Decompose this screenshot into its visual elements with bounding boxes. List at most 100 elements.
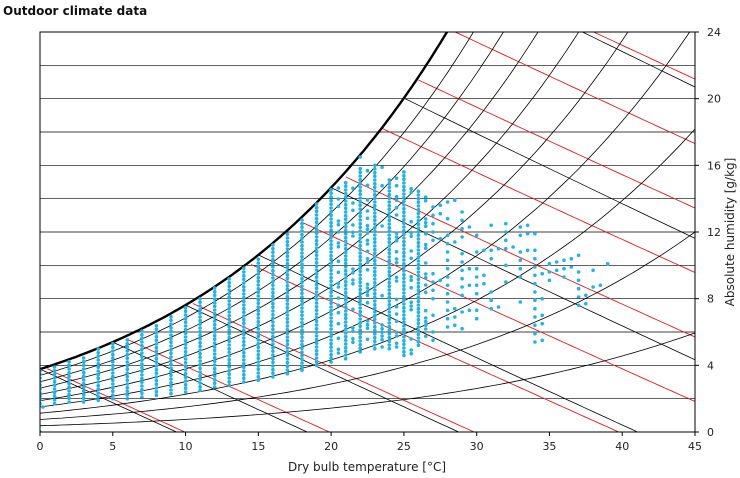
data-point	[409, 256, 414, 261]
data-point	[343, 305, 348, 310]
data-point	[125, 374, 130, 379]
data-point	[373, 306, 377, 311]
data-point	[314, 231, 319, 236]
data-point	[358, 306, 363, 310]
data-point	[227, 365, 231, 369]
data-point	[242, 321, 246, 326]
data-point	[212, 370, 217, 375]
data-point	[314, 268, 319, 272]
data-point	[445, 300, 450, 304]
data-point	[373, 167, 377, 171]
data-point	[518, 266, 523, 271]
data-point	[271, 349, 275, 354]
data-point	[52, 398, 57, 402]
data-point	[242, 336, 246, 340]
data-point	[416, 237, 421, 241]
data-point	[402, 313, 406, 317]
data-point	[227, 295, 231, 300]
data-point	[365, 198, 370, 202]
data-point	[227, 299, 231, 303]
data-point	[183, 324, 188, 328]
data-point	[314, 297, 319, 302]
data-point	[140, 376, 144, 381]
data-point	[358, 192, 363, 197]
data-point	[489, 306, 494, 311]
data-point	[402, 221, 406, 226]
data-point	[402, 316, 406, 321]
data-point	[198, 381, 202, 385]
data-point	[96, 361, 100, 366]
data-point	[380, 183, 384, 188]
data-point	[351, 208, 355, 213]
data-point	[212, 326, 217, 331]
data-point	[387, 181, 392, 186]
data-point	[212, 297, 217, 301]
data-point	[329, 316, 333, 320]
data-point	[111, 378, 115, 383]
data-point	[300, 291, 304, 296]
data-point	[271, 254, 275, 258]
data-point	[387, 269, 392, 274]
data-point	[351, 307, 355, 312]
data-point	[169, 373, 173, 378]
data-point	[183, 349, 188, 354]
data-point	[336, 270, 341, 275]
data-point	[212, 330, 217, 334]
data-point	[387, 203, 392, 208]
data-point	[402, 206, 406, 211]
data-point	[365, 322, 370, 327]
data-point	[394, 238, 399, 243]
data-point	[329, 235, 333, 240]
data-point	[358, 346, 363, 351]
data-point	[227, 350, 231, 355]
data-point	[314, 341, 319, 346]
data-point	[358, 350, 363, 354]
data-point	[198, 344, 202, 349]
data-point	[351, 278, 355, 282]
data-point	[67, 400, 71, 404]
data-point	[169, 314, 173, 319]
data-point	[329, 334, 333, 339]
data-point	[474, 275, 479, 279]
data-point	[343, 323, 348, 328]
data-point	[242, 317, 246, 322]
data-point	[314, 308, 319, 313]
data-point	[373, 229, 377, 234]
data-point	[67, 378, 71, 382]
data-point	[518, 275, 523, 279]
data-point	[409, 230, 414, 235]
data-point	[256, 319, 261, 324]
data-point	[81, 367, 86, 371]
data-point	[576, 286, 581, 291]
data-point	[285, 305, 290, 310]
data-point	[111, 356, 115, 361]
data-point	[482, 281, 486, 286]
data-point	[212, 377, 217, 382]
data-point	[402, 195, 406, 200]
data-point	[365, 256, 370, 261]
data-point	[343, 188, 348, 192]
data-point	[300, 313, 304, 318]
data-point	[96, 391, 100, 395]
data-point	[373, 240, 377, 245]
data-point	[285, 272, 290, 277]
data-point	[314, 264, 319, 269]
data-point	[365, 249, 370, 254]
data-point	[329, 250, 333, 254]
data-point	[540, 296, 544, 301]
data-point	[41, 405, 45, 409]
data-point	[256, 316, 261, 320]
data-point	[343, 228, 348, 233]
data-point	[154, 356, 159, 361]
data-point	[212, 348, 217, 353]
data-point	[387, 178, 392, 182]
data-point	[373, 244, 377, 248]
data-point	[402, 236, 406, 240]
data-point	[212, 293, 217, 298]
data-point	[198, 384, 202, 389]
data-point	[227, 328, 231, 333]
data-point	[183, 357, 188, 361]
data-point	[431, 330, 435, 334]
data-point	[402, 184, 406, 189]
data-point	[365, 289, 370, 294]
